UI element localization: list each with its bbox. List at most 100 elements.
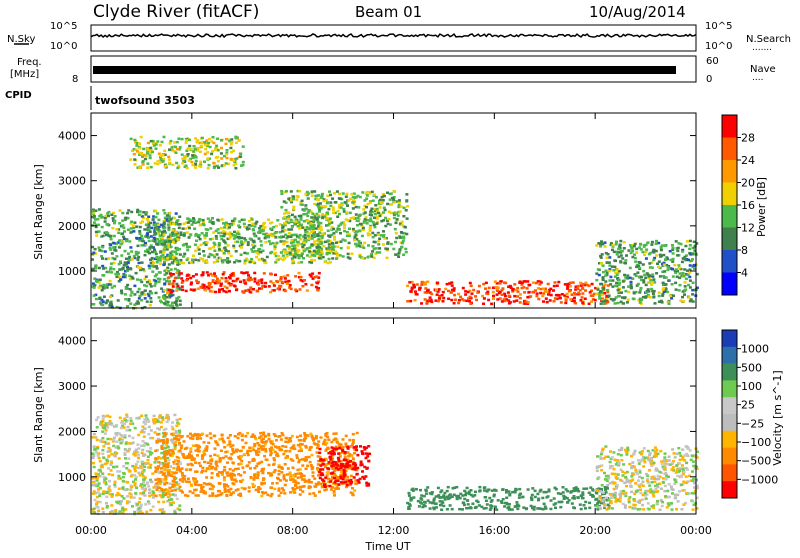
echo-cell	[222, 440, 225, 443]
echo-cell	[255, 452, 258, 455]
echo-cell	[269, 222, 272, 225]
echo-cell	[106, 415, 109, 418]
echo-cell	[262, 233, 265, 236]
echo-cell	[662, 275, 665, 278]
echo-cell	[137, 434, 140, 437]
echo-cell	[94, 210, 97, 213]
echo-cell	[353, 489, 356, 492]
echo-cell	[687, 259, 690, 262]
echo-cell	[186, 231, 189, 234]
echo-cell	[163, 278, 166, 281]
echo-cell	[163, 222, 166, 225]
echo-cell	[363, 477, 366, 480]
echo-cell	[329, 194, 332, 197]
echo-cell	[301, 243, 304, 246]
echo-cell	[101, 437, 104, 440]
echo-cell	[141, 220, 144, 223]
echo-cell	[399, 248, 402, 251]
echo-cell	[105, 231, 108, 234]
echo-cell	[226, 157, 229, 160]
echo-cell	[345, 435, 348, 438]
echo-cell	[215, 460, 218, 463]
echo-cell	[274, 435, 277, 438]
echo-cell	[363, 220, 366, 223]
echo-cell	[639, 262, 642, 265]
echo-cell	[601, 253, 604, 256]
echo-cell	[214, 275, 217, 278]
echo-cell	[299, 486, 302, 489]
echo-cell	[162, 439, 165, 442]
echo-cell	[204, 470, 207, 473]
echo-cell	[510, 287, 513, 290]
echo-cell	[190, 283, 193, 286]
echo-cell	[162, 465, 165, 468]
echo-cell	[270, 273, 273, 276]
echo-cell	[212, 142, 215, 145]
echo-cell	[107, 257, 110, 260]
echo-cell	[292, 481, 295, 484]
echo-cell	[623, 297, 626, 300]
nsky-trace	[91, 34, 696, 37]
echo-cell	[414, 299, 417, 302]
echo-cell	[117, 273, 120, 276]
echo-cell	[550, 294, 553, 297]
echo-cell	[312, 475, 315, 478]
echo-cell	[684, 285, 687, 288]
echo-cell	[239, 474, 242, 477]
echo-cell	[177, 460, 180, 463]
echo-cell	[374, 204, 377, 207]
echo-cell	[133, 474, 136, 477]
echo-cell	[675, 268, 678, 271]
echo-cell	[254, 280, 257, 283]
echo-cell	[100, 465, 103, 468]
echo-cell	[124, 489, 127, 492]
echo-cell	[321, 217, 324, 220]
echo-cell	[613, 251, 616, 254]
echo-cell	[324, 241, 327, 244]
echo-cell	[297, 250, 300, 253]
echo-cell	[608, 270, 611, 273]
echo-cell	[295, 198, 298, 201]
echo-cell	[98, 267, 101, 270]
echo-cell	[127, 229, 130, 232]
echo-cell	[123, 264, 126, 267]
echo-cell	[253, 241, 256, 244]
echo-cell	[285, 450, 288, 453]
echo-cell	[538, 283, 541, 286]
echo-cell	[181, 153, 184, 156]
echo-cell	[187, 153, 190, 156]
echo-cell	[287, 211, 290, 214]
echo-cell	[420, 284, 423, 287]
echo-cell	[137, 245, 140, 248]
echo-cell	[546, 290, 549, 293]
echo-cell	[135, 449, 138, 452]
echo-cell	[129, 302, 132, 305]
echo-cell	[139, 497, 142, 500]
echo-cell	[217, 149, 220, 152]
echo-cell	[556, 285, 559, 288]
echo-cell	[206, 434, 209, 437]
echo-cell	[94, 267, 97, 270]
echo-cell	[126, 268, 129, 271]
echo-cell	[237, 468, 240, 471]
echo-cell	[190, 485, 193, 488]
echo-cell	[244, 282, 247, 285]
echo-cell	[142, 211, 145, 214]
echo-cell	[197, 288, 200, 291]
echo-cell	[257, 248, 260, 251]
echo-cell	[139, 492, 142, 495]
echo-cell	[148, 225, 151, 228]
echo-cell	[373, 248, 376, 251]
echo-cell	[374, 213, 377, 216]
echo-cell	[678, 267, 681, 270]
echo-cell	[331, 468, 334, 471]
echo-cell	[263, 482, 266, 485]
echo-cell	[223, 226, 226, 229]
echo-cell	[173, 443, 176, 446]
echo-cell	[336, 216, 339, 219]
echo-cell	[352, 433, 355, 436]
echo-cell	[673, 264, 676, 267]
echo-cell	[640, 276, 643, 279]
echo-cell	[130, 475, 133, 478]
echo-cell	[237, 224, 240, 227]
